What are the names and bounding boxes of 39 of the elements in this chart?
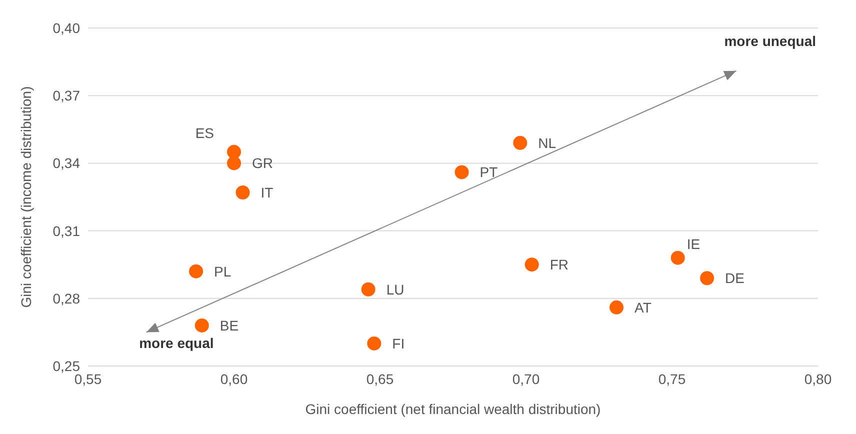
series-label: AT (634, 299, 652, 316)
point (194, 318, 209, 332)
series-label: BE (220, 317, 239, 334)
point (700, 271, 714, 286)
x-tick-label: 0,80 (804, 370, 832, 387)
x-tick-label: 0,75 (658, 370, 686, 387)
series-label: FR (550, 256, 569, 273)
y-tick-label: 0,37 (52, 88, 80, 104)
series-label: IE (686, 236, 700, 252)
point (189, 264, 204, 278)
y-axis-title: Gini coefficient (income distribution) (18, 86, 34, 308)
x-tick-label: 0,70 (512, 370, 540, 387)
series-label: IT (260, 184, 274, 200)
series-label: ES (195, 124, 214, 141)
annotation: more equal (139, 334, 214, 351)
y-tick-label: 0,28 (52, 290, 80, 306)
y-tick-label: 0,31 (52, 222, 80, 239)
series-label: PL (214, 263, 232, 280)
series-label: NL (538, 134, 556, 151)
series-label: LU (386, 281, 404, 298)
x-tick-label: 0,60 (220, 370, 248, 387)
point (227, 156, 241, 170)
point (610, 300, 624, 314)
series-label: DE (725, 270, 744, 286)
series-label: PT (480, 164, 498, 180)
point (513, 136, 528, 150)
y-tick-label: 0,40 (52, 20, 80, 36)
point (524, 258, 539, 272)
series-label: GR (252, 155, 273, 172)
series-label: FI (392, 335, 405, 352)
point (236, 185, 250, 200)
point (361, 282, 376, 296)
x-axis-title: Gini coefficient (net financial wealth distribution) (305, 401, 601, 417)
point (454, 165, 469, 180)
x-tick-label: 0,65 (366, 370, 394, 387)
y-tick-label: 0,34 (52, 155, 80, 172)
point (367, 336, 382, 350)
annotation: more unequal (724, 33, 816, 50)
point (670, 250, 685, 265)
